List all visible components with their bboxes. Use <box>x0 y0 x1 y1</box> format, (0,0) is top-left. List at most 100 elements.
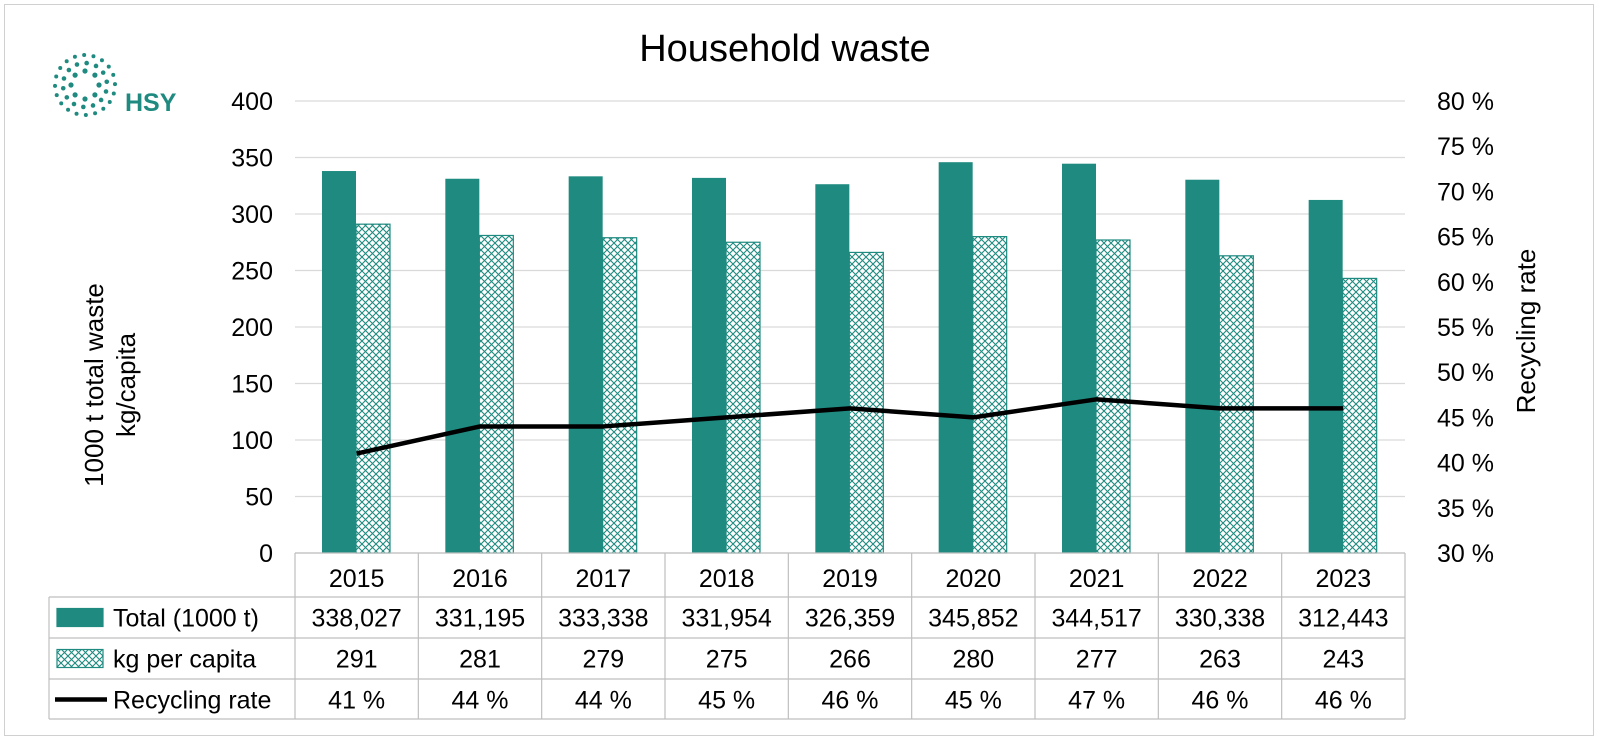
bar-kg-per-capita-2015 <box>355 223 391 554</box>
logo-dot <box>53 83 58 88</box>
logo-dot <box>96 82 102 88</box>
y2-tick-label: 35 % <box>1437 495 1494 523</box>
y2-tick-label: 40 % <box>1437 450 1494 478</box>
table-cell-value: 275 <box>706 646 748 674</box>
recycling-rate-line <box>356 397 1344 456</box>
bar-total-2019 <box>815 184 850 553</box>
data-table: 2015 2016 2017 2018 2019 2020 2021 2022 2023 Tota… <box>48 552 1406 720</box>
table-cell-value: 280 <box>952 646 994 674</box>
logo-dot <box>82 53 87 58</box>
table-cell-value: 277 <box>1076 646 1118 674</box>
bar-kg-per-capita-2019 <box>848 251 884 554</box>
logo-dot <box>71 101 77 107</box>
y-tick-label: 400 <box>231 88 273 116</box>
table-cell-value: 330,338 <box>1175 605 1265 633</box>
table-cell-value: 45 % <box>698 687 755 715</box>
y-tick-label: 150 <box>231 371 273 399</box>
logo-dot <box>64 59 69 64</box>
logo-dot <box>54 93 59 98</box>
table-cell-value: 326,359 <box>805 605 895 633</box>
bar-kg-per-capita-2017 <box>602 237 638 554</box>
y2-tick-label: 75 % <box>1437 133 1494 161</box>
hsy-logo-text: HSY <box>125 89 177 117</box>
household-waste-chart: Household waste HSY 0 50 100 150 200 250 300 35… <box>48 28 1541 720</box>
category-label: 2018 <box>699 565 755 593</box>
logo-dot <box>54 74 59 79</box>
table-cell-value: 344,517 <box>1051 605 1141 633</box>
category-label: 2019 <box>822 565 878 593</box>
bar-kg-per-capita-2020 <box>972 236 1008 554</box>
legend-label: Total (1000 t) <box>113 605 259 633</box>
bar-total-2021 <box>1062 163 1096 553</box>
category-label: 2017 <box>576 565 632 593</box>
table-cell-value: 45 % <box>945 687 1002 715</box>
legend-label: kg per capita <box>113 646 256 674</box>
category-label: 2020 <box>946 565 1002 593</box>
table-cell-value: 345,852 <box>928 605 1018 633</box>
table-cell-value: 281 <box>459 646 501 674</box>
logo-dot <box>100 70 106 75</box>
line-recycling-rate <box>356 397 1344 456</box>
y-axis-label-line1: 1000 t total waste <box>79 283 109 487</box>
logo-dot <box>91 54 96 59</box>
y-tick-label: 0 <box>259 540 273 568</box>
logo-dot <box>104 79 110 85</box>
y-tick-label: 200 <box>231 314 273 342</box>
logo-dot <box>92 92 98 98</box>
legend-key-1 <box>56 648 104 669</box>
y-tick-label: 250 <box>231 258 273 286</box>
y2-tick-label: 65 % <box>1437 224 1494 252</box>
bar-kg-per-capita-2016 <box>478 234 514 554</box>
bar-total-2016 <box>445 178 480 554</box>
bar-kg-per-capita-2021 <box>1095 239 1131 554</box>
table-cell-value: 47 % <box>1068 687 1125 715</box>
bar-total-2023 <box>1308 199 1343 554</box>
logo-dot <box>84 60 89 66</box>
y2-tick-label: 80 % <box>1437 88 1494 116</box>
logo-dot <box>83 112 88 117</box>
category-label: 2021 <box>1069 565 1125 593</box>
table-cell-value: 243 <box>1322 646 1364 674</box>
legend-label: Recycling rate <box>113 687 271 715</box>
y-axis-label-line2: kg/capita <box>111 332 141 437</box>
logo-dot <box>98 97 104 103</box>
table-cell-value: 312,443 <box>1298 605 1388 633</box>
table-cell-value: 46 % <box>1192 687 1249 715</box>
logo-dot <box>61 76 67 81</box>
y2-tick-label: 50 % <box>1437 359 1494 387</box>
logo-dot <box>68 82 74 88</box>
y2-tick-label: 70 % <box>1437 178 1494 206</box>
legend-key-0 <box>56 607 104 628</box>
logo-dot <box>107 99 112 104</box>
logo-dot <box>111 72 116 77</box>
logo-dot <box>66 67 72 73</box>
logo-dot <box>82 68 88 74</box>
logo-dot <box>64 95 70 100</box>
logo-dot <box>60 85 66 91</box>
logo-dot <box>72 92 78 98</box>
logo-dot <box>111 91 116 96</box>
y-tick-label: 100 <box>231 427 273 455</box>
logo-dot <box>82 96 88 102</box>
y-tick-label: 350 <box>231 145 273 173</box>
logo-dot <box>93 111 98 116</box>
bar-kg-per-capita-2022 <box>1218 255 1254 554</box>
bar-total-2015 <box>322 171 356 554</box>
logo-dot <box>90 103 96 108</box>
category-label: 2015 <box>329 565 385 593</box>
table-cell-value: 266 <box>829 646 871 674</box>
hsy-logo-mark <box>53 53 117 117</box>
table-cell-value: 338,027 <box>311 605 401 633</box>
table-cell-value: 44 % <box>575 687 632 715</box>
bar-total-2020 <box>938 162 973 553</box>
category-label: 2016 <box>452 565 508 593</box>
table-cell-value: 291 <box>336 646 378 674</box>
category-label: 2022 <box>1192 565 1248 593</box>
logo-dot <box>101 106 106 111</box>
table-cell-value: 46 % <box>1315 687 1372 715</box>
logo-dot <box>66 107 71 112</box>
bar-total-2018 <box>692 177 726 554</box>
table-cell-value: 44 % <box>452 687 509 715</box>
logo-dot <box>106 64 111 69</box>
table-cell-value: 333,338 <box>558 605 648 633</box>
